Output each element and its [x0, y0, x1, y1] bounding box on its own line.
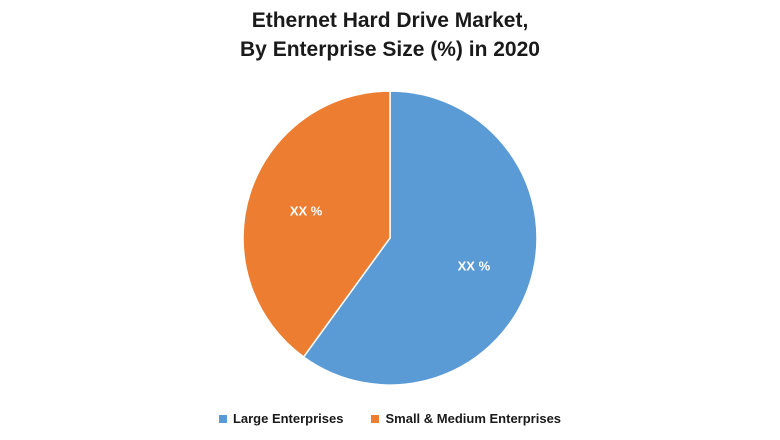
legend-swatch-small-medium-enterprises [371, 414, 380, 423]
pie-slice-large-enterprises [302, 90, 538, 386]
legend-label-large-enterprises: Large Enterprises [232, 411, 344, 426]
legend-item-small-medium-enterprises: Small & Medium Enterprises [371, 411, 561, 426]
pie-slice-small-medium-enterprises [242, 90, 391, 358]
slice-label-large-enterprises: XX % [458, 258, 491, 273]
slice-label-small-medium-enterprises: XX % [290, 204, 323, 219]
legend: Large Enterprises Small & Medium Enterpr… [0, 411, 780, 426]
chart-title-line-1: Ethernet Hard Drive Market, [251, 9, 529, 32]
legend-swatch-large-enterprises [218, 414, 227, 423]
legend-item-large-enterprises: Large Enterprises [218, 411, 344, 426]
chart-title: Ethernet Hard Drive Market, By Enterpris… [0, 6, 780, 64]
chart-title-line-2: By Enterprise Size (%) in 2020 [240, 38, 540, 61]
legend-label-small-medium-enterprises: Small & Medium Enterprises [385, 411, 562, 426]
